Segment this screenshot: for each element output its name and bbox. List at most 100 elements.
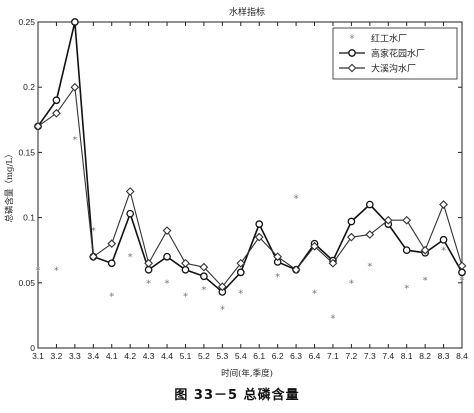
- y-axis: 0 0.05 0.1 0.15 0.2 0.25: [18, 17, 462, 353]
- data-point: *: [36, 265, 41, 276]
- data-point: [163, 252, 171, 261]
- y-tick-label: 0.05: [18, 278, 35, 288]
- data-point: [310, 241, 319, 251]
- x-tick-label: 3.1: [32, 351, 44, 361]
- data-point: [126, 209, 135, 218]
- x-tick-label: 5.4: [235, 351, 247, 361]
- data-point: [236, 268, 245, 277]
- data-point: [457, 261, 467, 271]
- legend-marker: *: [350, 34, 355, 45]
- data-point: [70, 82, 80, 92]
- data-point: [107, 239, 117, 249]
- legend-label: 大溪沟水厂: [371, 63, 416, 75]
- x-tick-label: 6.1: [253, 351, 265, 361]
- x-tick-label: 6.2: [272, 351, 284, 361]
- data-point: *: [201, 285, 206, 296]
- data-point: *: [165, 278, 170, 289]
- y-tick-label: 0.1: [23, 213, 35, 223]
- data-point: [33, 121, 43, 131]
- data-point: [347, 217, 356, 226]
- data-point: [71, 18, 79, 26]
- chart-title: 水样指标: [229, 6, 265, 18]
- x-tick-label: 7.3: [364, 351, 376, 361]
- data-point: [52, 108, 61, 118]
- data-point: [347, 232, 356, 242]
- data-point: *: [275, 272, 280, 283]
- data-point: *: [109, 291, 114, 302]
- data-point: [199, 262, 209, 272]
- legend-label: 高家花园水厂: [371, 48, 425, 60]
- y-tick-label: 0: [30, 343, 35, 353]
- legend-marker: [347, 63, 357, 73]
- x-tick-label: 5.3: [216, 351, 228, 361]
- x-axis-title: 时间(年,季度): [221, 368, 273, 379]
- data-point: *: [367, 261, 372, 272]
- data-point: *: [330, 314, 335, 325]
- series-line: [37, 85, 463, 288]
- data-point: [125, 187, 135, 196]
- data-point: *: [294, 194, 299, 205]
- data-point: [273, 252, 283, 262]
- x-tick-label: 4.4: [161, 351, 173, 361]
- x-tick-label: 8.1: [401, 351, 413, 361]
- data-point: *: [460, 276, 465, 287]
- data-point: [402, 246, 411, 255]
- x-tick-label: 4.3: [143, 351, 155, 361]
- series-2: [33, 82, 467, 292]
- data-point: [291, 265, 301, 275]
- data-point: [52, 96, 61, 105]
- data-point: [144, 258, 153, 268]
- x-tick-label: 8.2: [419, 351, 431, 361]
- x-tick-label: 8.3: [438, 351, 450, 361]
- legend-marker: [348, 49, 356, 57]
- data-point: [236, 258, 246, 268]
- data-point: [365, 200, 374, 209]
- data-point: *: [54, 265, 59, 276]
- data-point: [217, 282, 227, 292]
- y-axis-title: 总磷含量（mg/L）: [4, 149, 15, 222]
- x-tick-label: 5.1: [180, 351, 192, 361]
- data-point: [420, 245, 430, 255]
- data-point: *: [220, 304, 225, 315]
- figure-caption: 图 33－5 总磷含量: [174, 388, 300, 403]
- data-point: *: [91, 226, 96, 237]
- data-point: *: [238, 289, 243, 300]
- data-point: *: [312, 289, 317, 300]
- x-tick-label: 6.3: [290, 351, 302, 361]
- data-point: [255, 220, 264, 228]
- data-point: *: [128, 252, 133, 263]
- legend-label: 红工水厂: [371, 33, 407, 45]
- data-point: [439, 200, 448, 209]
- x-tick-label: 7.2: [345, 351, 357, 361]
- y-tick-label: 0.25: [18, 17, 35, 27]
- x-tick-label: 8.4: [456, 351, 468, 361]
- x-tick-label: 4.1: [106, 351, 118, 361]
- y-tick-label: 0.2: [23, 82, 35, 92]
- data-point: [402, 215, 412, 225]
- x-tick-label: 6.4: [309, 351, 321, 361]
- data-point: [162, 226, 172, 236]
- data-point: [439, 235, 448, 244]
- x-tick-label: 7.4: [382, 351, 394, 361]
- x-tick-label: 7.1: [327, 351, 339, 361]
- data-point: *: [423, 276, 428, 287]
- data-point: *: [72, 135, 77, 146]
- data-point: [365, 230, 375, 239]
- y-tick-label: 0.15: [18, 147, 35, 157]
- x-tick-label: 3.4: [87, 351, 99, 361]
- plot-frame: [37, 21, 463, 349]
- data-point: [383, 215, 393, 225]
- data-point: [254, 232, 264, 242]
- x-tick-label: 4.2: [124, 351, 136, 361]
- x-tick-label: 3.2: [51, 351, 63, 361]
- data-point: [200, 272, 208, 281]
- data-point: *: [441, 246, 446, 257]
- x-axis: 3.1 3.2 3.3 3.4 4.1 4.2 4.3 4.4 5.1 5.2 5.3 5.4 6.1 6…: [32, 22, 468, 361]
- data-point: [88, 252, 98, 262]
- data-point: *: [404, 284, 409, 295]
- data-point: *: [146, 278, 151, 289]
- data-point: [328, 258, 338, 268]
- x-tick-label: 3.3: [69, 351, 81, 361]
